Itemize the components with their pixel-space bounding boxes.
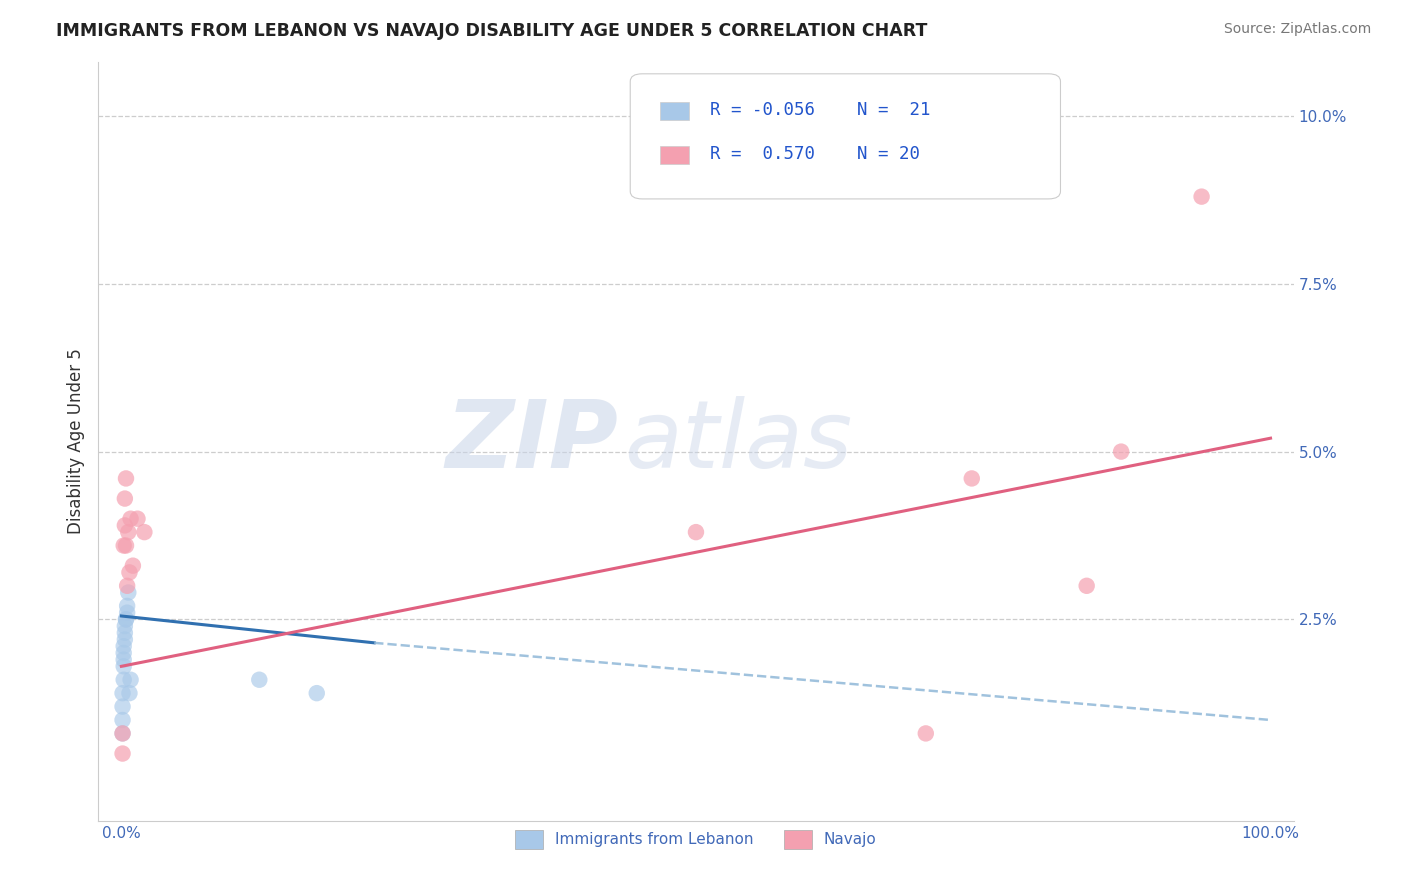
FancyBboxPatch shape [630, 74, 1060, 199]
Point [1191, 189, 1213, 203]
Text: atlas: atlas [624, 396, 852, 487]
Point [115, 579, 138, 593]
Point [134, 525, 156, 540]
Point [115, 539, 138, 553]
Point [960, 471, 983, 485]
Point [112, 639, 135, 653]
FancyBboxPatch shape [661, 102, 689, 120]
Point [111, 726, 134, 740]
Point [115, 599, 138, 613]
Point [914, 726, 936, 740]
Point [120, 512, 142, 526]
Point [111, 686, 134, 700]
Point [685, 525, 707, 540]
Point [111, 699, 134, 714]
Point [112, 659, 135, 673]
Point [112, 646, 135, 660]
Point [112, 673, 135, 687]
Point [118, 566, 141, 580]
Point [118, 686, 141, 700]
Point [112, 652, 135, 666]
FancyBboxPatch shape [661, 146, 689, 164]
Text: R =  0.570    N = 20: R = 0.570 N = 20 [710, 145, 921, 163]
Point [111, 747, 134, 761]
Text: ZIP: ZIP [446, 395, 619, 488]
Point [114, 491, 136, 506]
Point [127, 512, 149, 526]
Point [111, 726, 134, 740]
Legend: Immigrants from Lebanon, Navajo: Immigrants from Lebanon, Navajo [509, 824, 883, 855]
Point [117, 585, 139, 599]
Y-axis label: Disability Age Under 5: Disability Age Under 5 [66, 349, 84, 534]
Point [114, 625, 136, 640]
Point [120, 673, 142, 687]
Point [115, 612, 138, 626]
Point [1109, 444, 1132, 458]
Point [115, 612, 138, 626]
Point [115, 471, 138, 485]
Point [112, 539, 135, 553]
Point [247, 673, 270, 687]
Point [122, 558, 145, 573]
Point [114, 619, 136, 633]
Point [114, 518, 136, 533]
Point [117, 525, 139, 540]
Text: Source: ZipAtlas.com: Source: ZipAtlas.com [1223, 22, 1371, 37]
Point [115, 606, 138, 620]
Point [305, 686, 328, 700]
Point [114, 632, 136, 647]
Point [1076, 579, 1098, 593]
Point [111, 713, 134, 727]
Text: IMMIGRANTS FROM LEBANON VS NAVAJO DISABILITY AGE UNDER 5 CORRELATION CHART: IMMIGRANTS FROM LEBANON VS NAVAJO DISABI… [56, 22, 928, 40]
Text: R = -0.056    N =  21: R = -0.056 N = 21 [710, 101, 931, 120]
